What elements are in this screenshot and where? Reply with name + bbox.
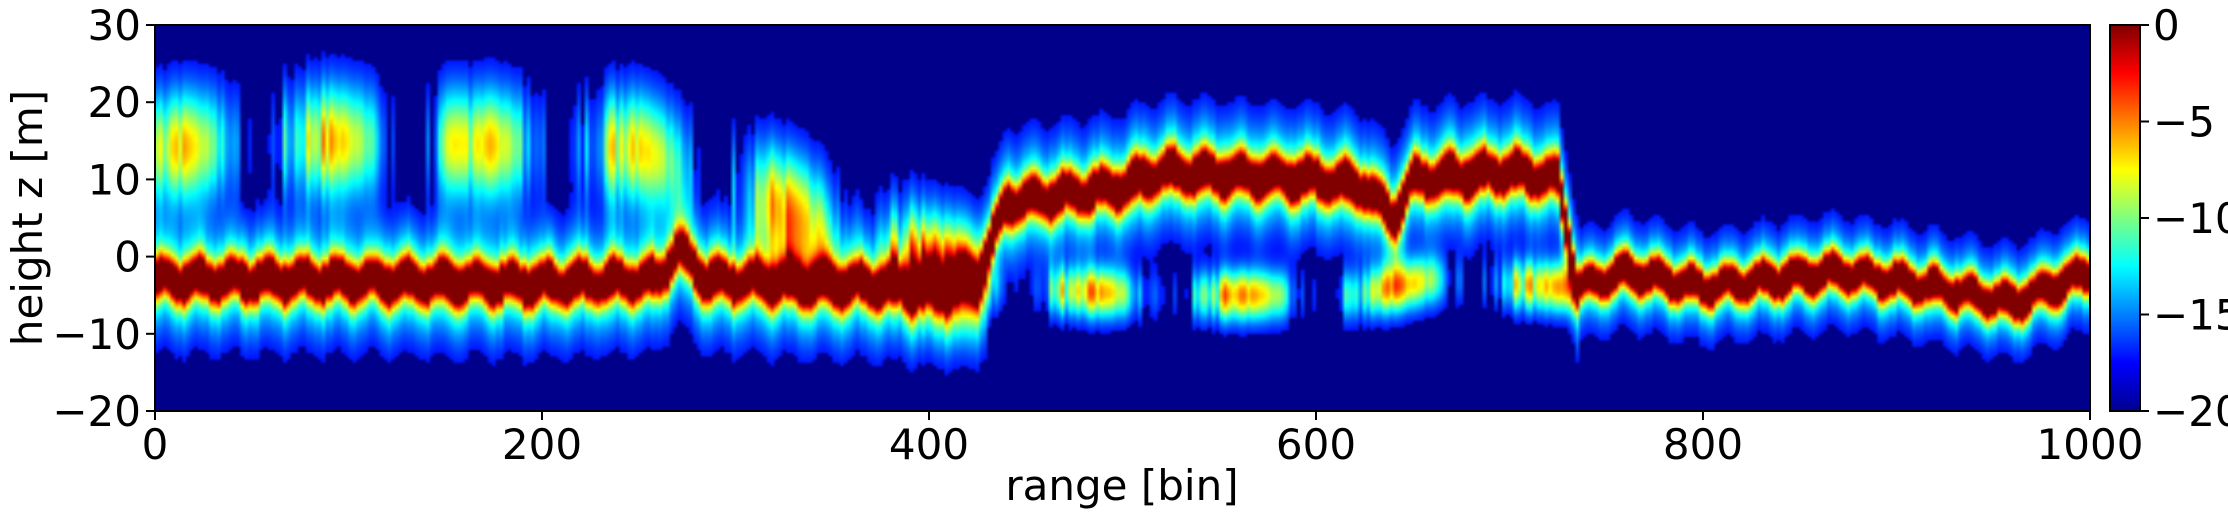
colorbar: 0 −5 −10 −15 −20	[2109, 1, 2228, 436]
y-tick-label: 20	[88, 78, 141, 127]
colorbar-ticks: 0 −5 −10 −15 −20	[2140, 1, 2228, 436]
colorbar-tick-label: −5	[2153, 98, 2215, 147]
y-tick-label: −20	[52, 387, 141, 436]
x-tick-label: 200	[502, 420, 582, 469]
colorbar-tick-label: −20	[2153, 387, 2228, 436]
plot-area	[155, 25, 2090, 411]
colorbar-gradient	[2109, 24, 2141, 412]
x-tick-label: 800	[1663, 420, 1743, 469]
y-tick-label: 10	[88, 155, 141, 204]
plot-frame	[154, 24, 2091, 412]
colorbar-tick-label: −15	[2153, 291, 2228, 340]
x-axis: 0 200 400 600 800 1000	[142, 411, 2144, 469]
colorbar-tick-label: 0	[2153, 1, 2180, 50]
colorbar-tick-label: −10	[2153, 194, 2228, 243]
y-tick-label: 30	[88, 1, 141, 50]
x-tick-label: 600	[1276, 420, 1356, 469]
heatmap-image	[155, 25, 2090, 411]
x-axis-label: range [bin]	[1005, 461, 1238, 510]
y-tick-label: −10	[52, 310, 141, 359]
y-axis: 30 20 10 0 −10 −20	[52, 1, 155, 436]
y-axis-label: height z [m]	[3, 90, 52, 346]
x-tick-label: 0	[142, 420, 169, 469]
x-tick-label: 400	[889, 420, 969, 469]
y-tick-label: 0	[114, 233, 141, 282]
x-tick-label: 1000	[2037, 420, 2144, 469]
